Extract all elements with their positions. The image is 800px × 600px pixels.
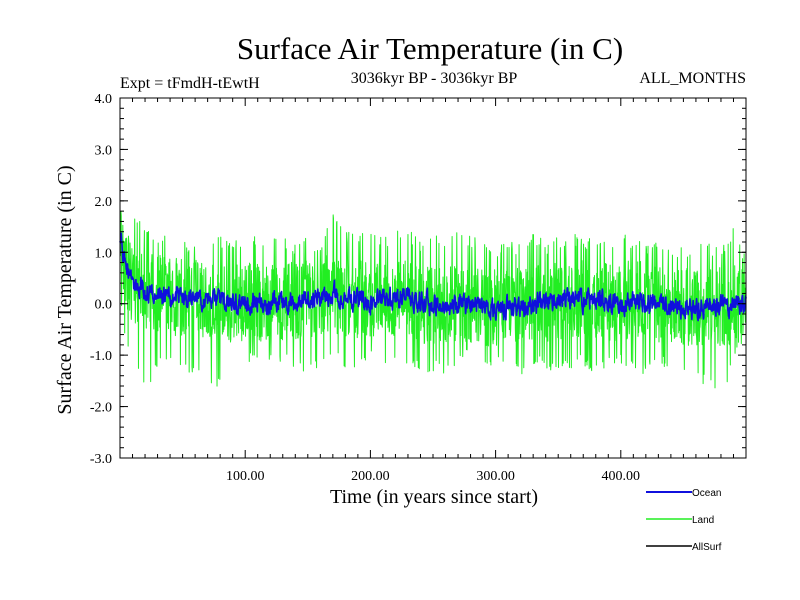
y-tick-label: 4.0	[95, 92, 113, 107]
y-tick-label: -2.0	[90, 401, 112, 416]
chart-title: Surface Air Temperature (in C)	[237, 31, 623, 66]
y-tick-label: 1.0	[95, 246, 113, 261]
legend: Ocean Land AllSurf	[646, 488, 722, 553]
x-tick-label: 100.00	[226, 469, 265, 484]
legend-label-allsurf: AllSurf	[692, 542, 722, 553]
ocean-series-line	[119, 232, 747, 322]
y-tick-label: 2.0	[95, 195, 113, 210]
legend-label-ocean: Ocean	[692, 488, 721, 499]
period-label: 3036kyr BP - 3036kyr BP	[351, 70, 518, 87]
y-tick-label: 0.0	[95, 298, 113, 313]
experiment-label: Expt = tFmdH-tEwtH	[120, 75, 260, 92]
x-axis: 100.00 200.00 300.00 400.00	[132, 98, 734, 484]
x-axis-label: Time (in years since start)	[330, 486, 538, 508]
plot-data	[119, 210, 747, 389]
y-tick-label: -3.0	[90, 452, 112, 467]
land-series-line	[119, 210, 747, 389]
x-tick-label: 200.00	[351, 469, 390, 484]
x-tick-label: 300.00	[476, 469, 515, 484]
legend-label-land: Land	[692, 515, 714, 526]
y-tick-label: -1.0	[90, 349, 112, 364]
y-axis-label: Surface Air Temperature (in C)	[54, 165, 76, 414]
y-axis: 4.0 3.0 2.0 1.0 0.0 -1.0 -2.0 -3.0	[90, 92, 746, 467]
y-tick-label: 3.0	[95, 143, 113, 158]
months-label: ALL_MONTHS	[639, 70, 746, 87]
x-tick-label: 400.00	[602, 469, 641, 484]
